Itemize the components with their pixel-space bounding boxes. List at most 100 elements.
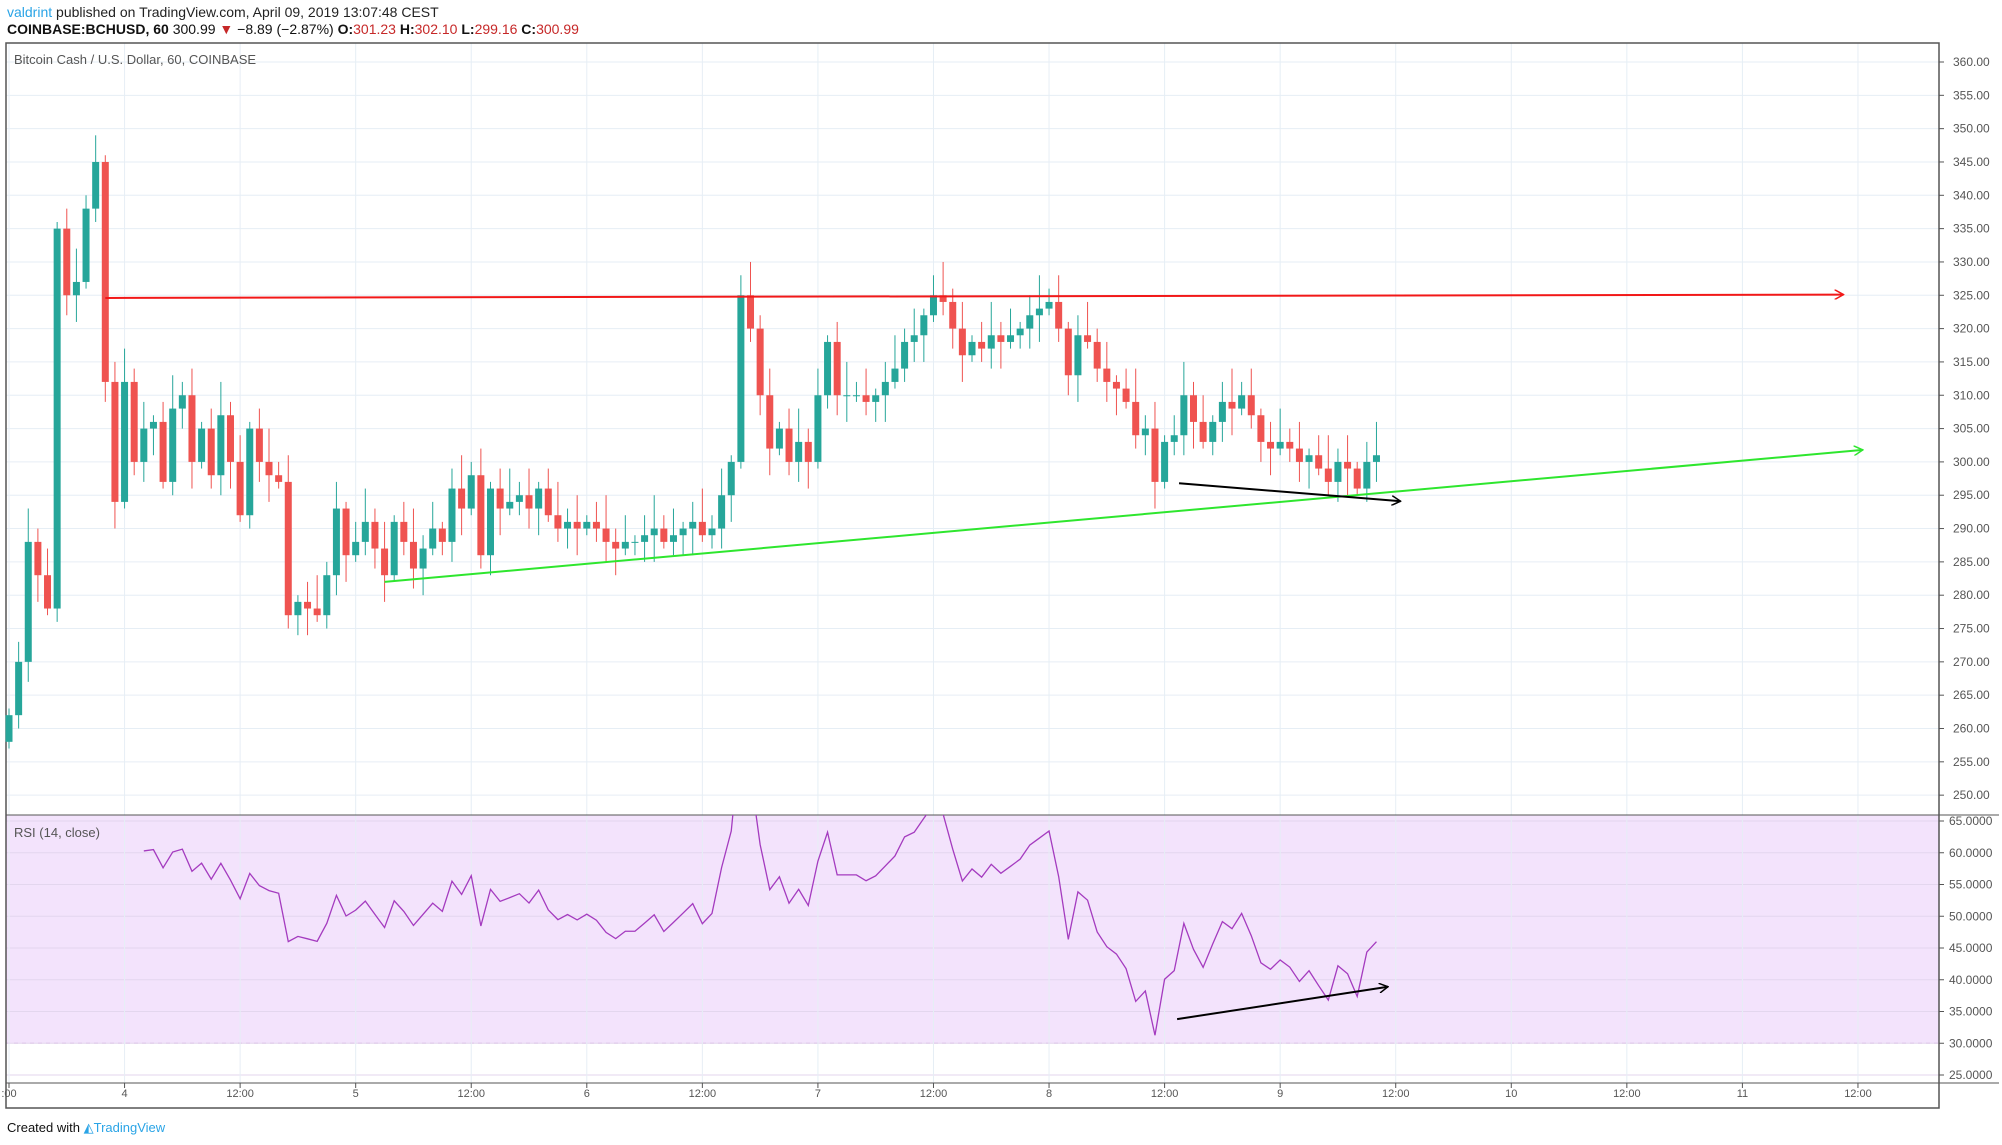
candle-body: [881, 381, 889, 396]
candle-body: [891, 368, 899, 382]
candle-body: [371, 521, 379, 549]
y-tick-label: 290.00: [1953, 522, 1990, 536]
last-price: 300.99: [172, 21, 216, 37]
candle-body: [1035, 308, 1043, 316]
rsi-band: [6, 815, 1939, 1044]
y-tick-label: 260.00: [1953, 722, 1990, 736]
price-divergence-arrow: [1178, 482, 1400, 501]
x-tick-label: 6: [584, 1088, 590, 1100]
candle-body: [583, 521, 591, 529]
x-tick-label: 8: [1046, 1088, 1052, 1100]
y-tick-label: 250.00: [1953, 788, 1990, 802]
chart-title: Bitcoin Cash / U.S. Dollar, 60, COINBASE: [14, 52, 256, 67]
candle-body: [698, 521, 706, 536]
author-link[interactable]: valdrint: [7, 4, 53, 20]
x-tick-label: 12:00: [920, 1088, 948, 1100]
tradingview-link[interactable]: TradingView: [93, 1120, 166, 1135]
publish-info: valdrint published on TradingView.com, A…: [7, 4, 439, 20]
y-tick-label: 320.00: [1953, 322, 1990, 336]
candle-body: [1324, 468, 1332, 482]
candle-body: [487, 488, 494, 556]
candle-body: [1103, 368, 1111, 382]
price-change: −8.89 (−2.87%): [237, 21, 334, 37]
rsi-divergence-arrow: [1176, 987, 1388, 1021]
candle-body: [669, 535, 677, 542]
candle-body: [554, 515, 562, 529]
candle-body: [169, 408, 177, 482]
y-tick-label: 335.00: [1953, 222, 1990, 236]
candle-body: [747, 295, 755, 329]
candle-body: [381, 548, 389, 576]
candle-body: [246, 428, 254, 516]
candle-body: [1305, 455, 1313, 462]
candle-body: [496, 488, 504, 509]
candle-body: [149, 421, 157, 429]
candle-body: [949, 301, 957, 329]
x-tick-label: :00: [1, 1088, 16, 1100]
candle-body: [207, 428, 215, 476]
candle-body: [1132, 401, 1140, 436]
created-with: Created with: [7, 1120, 80, 1135]
symbol-info: COINBASE:BCHUSD, 60 300.99 ▼ −8.89 (−2.8…: [7, 21, 579, 37]
candle-body: [1084, 335, 1092, 342]
candle-body: [1218, 401, 1226, 422]
open-label: O:: [337, 21, 354, 37]
candle-body: [978, 341, 986, 349]
candle-body: [592, 521, 600, 529]
rsi-tick-label: 60.0000: [1949, 846, 1993, 860]
candle-body: [390, 521, 398, 576]
rsi-tick-label: 30.0000: [1949, 1036, 1993, 1050]
candle-body: [448, 488, 456, 542]
y-tick-label: 340.00: [1953, 188, 1990, 202]
candle-body: [795, 441, 803, 462]
candle-body: [718, 495, 726, 529]
candle-body: [313, 608, 321, 616]
rsi-tick-label: 45.0000: [1949, 941, 1993, 955]
candle-body: [217, 415, 225, 476]
candle-body: [1170, 435, 1178, 442]
candle-body: [188, 395, 196, 462]
candle-body: [1257, 415, 1265, 442]
rsi-tick-label: 25.0000: [1949, 1068, 1993, 1082]
candle-body: [5, 715, 13, 742]
y-tick-label: 275.00: [1953, 622, 1990, 636]
down-triangle-icon: ▼: [219, 21, 234, 37]
candle-body: [1315, 455, 1323, 469]
candle-body: [198, 428, 206, 462]
candle-body: [34, 541, 42, 576]
candle-body: [1180, 395, 1188, 436]
candle-body: [775, 428, 783, 449]
candle-body: [294, 601, 302, 616]
x-tick-label: 10: [1505, 1088, 1517, 1100]
y-tick-label: 310.00: [1953, 388, 1990, 402]
candle-body: [429, 528, 437, 549]
y-tick-label: 300.00: [1953, 455, 1990, 469]
close-value: 300.99: [536, 21, 579, 37]
candle-body: [872, 395, 880, 402]
candle-body: [506, 501, 514, 509]
candle-body: [968, 341, 976, 356]
candle-body: [641, 535, 649, 542]
candle-body: [1276, 441, 1284, 449]
y-tick-label: 350.00: [1953, 122, 1990, 136]
candles: [5, 135, 1380, 749]
candle-body: [352, 541, 360, 556]
resistance-line: [105, 295, 1843, 298]
candle-body: [824, 341, 832, 396]
x-tick-label: 12:00: [1844, 1088, 1872, 1100]
candle-body: [275, 475, 283, 482]
low-label: L:: [461, 21, 475, 37]
y-tick-label: 325.00: [1953, 288, 1990, 302]
candle-body: [1161, 441, 1169, 482]
candle-body: [535, 488, 543, 509]
candle-body: [1209, 421, 1217, 442]
candle-body: [679, 528, 687, 536]
y-tick-label: 270.00: [1953, 655, 1990, 669]
candle-body: [24, 541, 32, 662]
x-tick-label: 12:00: [689, 1088, 717, 1100]
candle-body: [1334, 461, 1342, 482]
x-tick-label: 11: [1737, 1088, 1748, 1100]
candle-body: [1151, 428, 1159, 482]
